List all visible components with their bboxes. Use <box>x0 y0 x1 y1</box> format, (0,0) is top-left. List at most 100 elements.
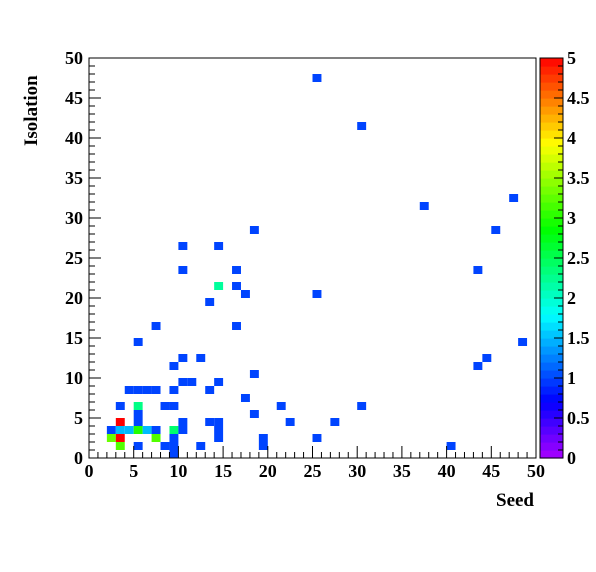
colorbar-band <box>540 450 563 459</box>
heatmap-cell <box>214 426 224 434</box>
colorbar-band <box>540 106 563 115</box>
colorbar-band <box>540 314 563 323</box>
heatmap-cell <box>419 202 429 210</box>
heatmap-cell <box>214 418 224 426</box>
heatmap-cell <box>232 266 241 274</box>
colorbar-band <box>540 426 563 435</box>
colorbar-tick-label: 2.5 <box>567 248 590 268</box>
colorbar-band <box>540 418 563 427</box>
x-tick-label: 10 <box>169 461 187 481</box>
heatmap-cell <box>169 442 179 450</box>
heatmap-cell <box>178 354 188 362</box>
colorbar-band <box>540 98 563 107</box>
heatmap-cell <box>169 426 179 434</box>
colorbar-band <box>540 218 563 227</box>
colorbar-band <box>540 266 563 275</box>
heatmap-cell <box>482 354 492 362</box>
heatmap-cell <box>169 386 179 394</box>
heatmap-cell <box>473 266 483 274</box>
heatmap-cell <box>142 426 152 434</box>
colorbar-tick-label: 2 <box>567 288 576 308</box>
heatmap-cell <box>187 378 197 386</box>
heatmap-cell <box>178 418 188 426</box>
y-axis-title: Isolation <box>21 75 42 146</box>
y-tick-label: 10 <box>65 368 83 388</box>
colorbar-band <box>540 82 563 91</box>
heatmap-cell <box>178 266 188 274</box>
x-tick-label: 0 <box>85 461 94 481</box>
y-axis: 0 5 10 15 20 25 30 35 40 45 50 <box>65 48 101 468</box>
colorbar-band <box>540 250 563 259</box>
colorbar-band <box>540 194 563 203</box>
colorbar-band <box>540 66 563 75</box>
colorbar-band <box>540 210 563 219</box>
colorbar-band <box>540 442 563 451</box>
colorbar-band <box>540 138 563 147</box>
colorbar-band <box>540 282 563 291</box>
x-tick-label: 30 <box>348 461 366 481</box>
heatmap-cell <box>151 386 161 394</box>
colorbar-band <box>540 290 563 299</box>
x-axis-title: Seed <box>496 490 534 511</box>
heatmap-cell <box>160 402 170 410</box>
heatmap-cell <box>124 386 134 394</box>
heatmap-cell <box>518 338 528 346</box>
heatmap-cell <box>249 370 259 378</box>
colorbar-band <box>540 402 563 411</box>
colorbar-band <box>540 410 563 419</box>
x-axis: 0 5 10 15 20 25 30 35 40 45 50 <box>85 446 545 481</box>
heatmap-cell <box>169 434 179 442</box>
heatmap-cell <box>124 426 134 434</box>
heatmap-cell <box>115 434 125 442</box>
colorbar-band <box>540 178 563 187</box>
plot-frame <box>88 57 537 459</box>
colorbar-tick-label: 4.5 <box>567 88 590 108</box>
heatmap-cells <box>106 74 528 458</box>
heatmap-cell <box>133 386 143 394</box>
colorbar-tick-label: 5 <box>567 48 576 68</box>
heatmap-cell <box>133 338 143 346</box>
heatmap-cell <box>446 442 456 450</box>
heatmap-cell <box>133 426 143 434</box>
colorbar-band <box>540 234 563 243</box>
heatmap-cell <box>178 378 188 386</box>
colorbar-band <box>540 306 563 315</box>
heatmap-cell <box>214 282 224 290</box>
colorbar-band <box>540 258 563 267</box>
heatmap-cell <box>491 226 501 234</box>
heatmap-cell <box>330 418 340 426</box>
heatmap-cell <box>312 434 322 442</box>
colorbar-band <box>540 338 563 347</box>
colorbar-tick-label: 0 <box>567 448 576 468</box>
colorbar-band <box>540 274 563 283</box>
y-tick-label: 45 <box>65 88 83 108</box>
heatmap-cell <box>151 426 161 434</box>
heatmap-cell <box>258 442 268 450</box>
x-tick-label: 15 <box>214 461 232 481</box>
heatmap-cell <box>205 418 215 426</box>
heatmap-cell <box>133 402 143 410</box>
heatmap-cell <box>249 226 259 234</box>
colorbar-band <box>540 146 563 155</box>
heatmap-cell <box>133 418 143 426</box>
heatmap-cell <box>142 386 152 394</box>
colorbar-tick-label: 4 <box>567 128 576 148</box>
heatmap-cell <box>178 426 188 434</box>
heatmap-cell <box>473 362 483 370</box>
heatmap-cell <box>151 322 161 330</box>
colorbar-band <box>540 354 563 363</box>
y-tick-label: 30 <box>65 208 83 228</box>
colorbar-band <box>540 90 563 99</box>
heatmap-cell <box>214 434 224 442</box>
heatmap-cell <box>214 378 224 386</box>
colorbar-band <box>540 202 563 211</box>
x-tick-label: 5 <box>129 461 138 481</box>
colorbar-band <box>540 162 563 171</box>
colorbar-band <box>540 386 563 395</box>
y-tick-label: 50 <box>65 48 83 68</box>
heatmap-cell <box>169 450 179 458</box>
heatmap-cell <box>133 442 143 450</box>
colorbar-band <box>540 170 563 179</box>
x-tick-label: 35 <box>393 461 411 481</box>
